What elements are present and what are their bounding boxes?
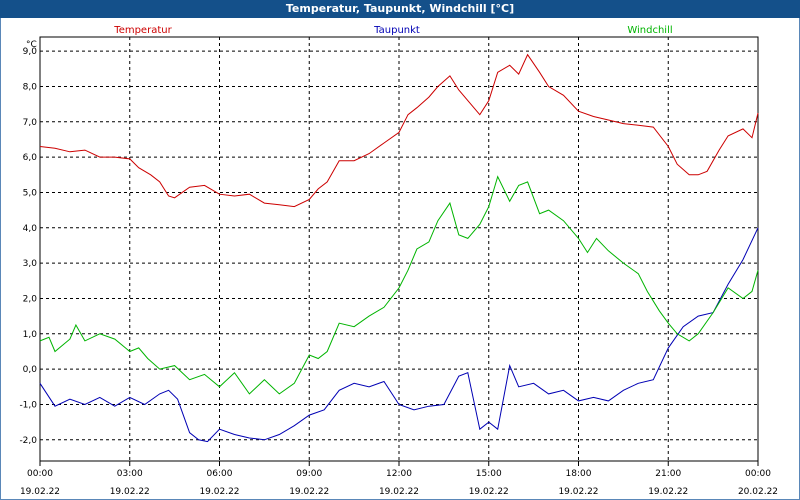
y-tick-label: 4,0 [23, 224, 38, 234]
y-tick-label: 6,0 [23, 153, 38, 163]
x-tick-date-label: 19.02.22 [558, 487, 598, 497]
legend: Temperatur Taupunkt Windchill [113, 25, 672, 36]
x-tick-time-label: 12:00 [386, 469, 412, 479]
y-tick-label: 2,0 [23, 294, 38, 304]
y-tick-label: 5,0 [23, 188, 38, 198]
y-tick-label: 0,0 [23, 365, 38, 375]
y-tick-label: 7,0 [23, 118, 38, 128]
legend-entry-windchill: Windchill [627, 25, 672, 36]
chart-title: Temperatur, Taupunkt, Windchill [°C] [0, 0, 800, 18]
x-tick-time-label: 15:00 [476, 469, 502, 479]
y-tick-label: -1,0 [19, 400, 37, 410]
series-group [39, 53, 759, 443]
x-tick-time-label: 00:00 [27, 469, 53, 479]
grid-lines [40, 37, 758, 461]
x-tick-date-label: 20.02.22 [738, 487, 778, 497]
y-tick-label: 9,0 [23, 47, 38, 57]
x-tick-time-label: 21:00 [655, 469, 681, 479]
y-axis-ticks: 9,0 8,0 7,0 6,0 5,0 4,0 3,0 2,0 1,0 0,0 -1,0 -2,0 [19, 47, 37, 446]
x-tick-date-label: 19.02.22 [110, 487, 150, 497]
y-axis-unit-label: °C [26, 40, 37, 50]
y-tick-label: 3,0 [23, 259, 38, 269]
y-tick-label: 1,0 [23, 330, 38, 340]
x-tick-date-label: 19.02.22 [20, 487, 60, 497]
x-tick-time-label: 03:00 [117, 469, 143, 479]
x-tick-time-label: 09:00 [296, 469, 322, 479]
x-tick-time-label: 00:00 [745, 469, 771, 479]
series-line-temperatur [39, 53, 759, 208]
x-tick-time-label: 18:00 [566, 469, 592, 479]
x-tick-time-label: 06:00 [207, 469, 233, 479]
x-axis-ticks: 00:00 19.02.22 03:00 19.02.22 06:00 19.02.22 0… [20, 461, 778, 497]
x-tick-date-label: 19.02.22 [379, 487, 419, 497]
y-tick-label: 8,0 [23, 82, 38, 92]
x-tick-date-label: 19.02.22 [289, 487, 329, 497]
y-tick-label: -2,0 [19, 436, 37, 446]
series-line-windchill [39, 175, 759, 395]
x-tick-date-label: 19.02.22 [469, 487, 509, 497]
x-tick-date-label: 19.02.22 [648, 487, 688, 497]
legend-entry-taupunkt: Taupunkt [373, 25, 420, 36]
legend-entry-temperatur: Temperatur [113, 25, 172, 36]
series-line-taupunkt [39, 227, 759, 443]
x-tick-date-label: 19.02.22 [199, 487, 239, 497]
